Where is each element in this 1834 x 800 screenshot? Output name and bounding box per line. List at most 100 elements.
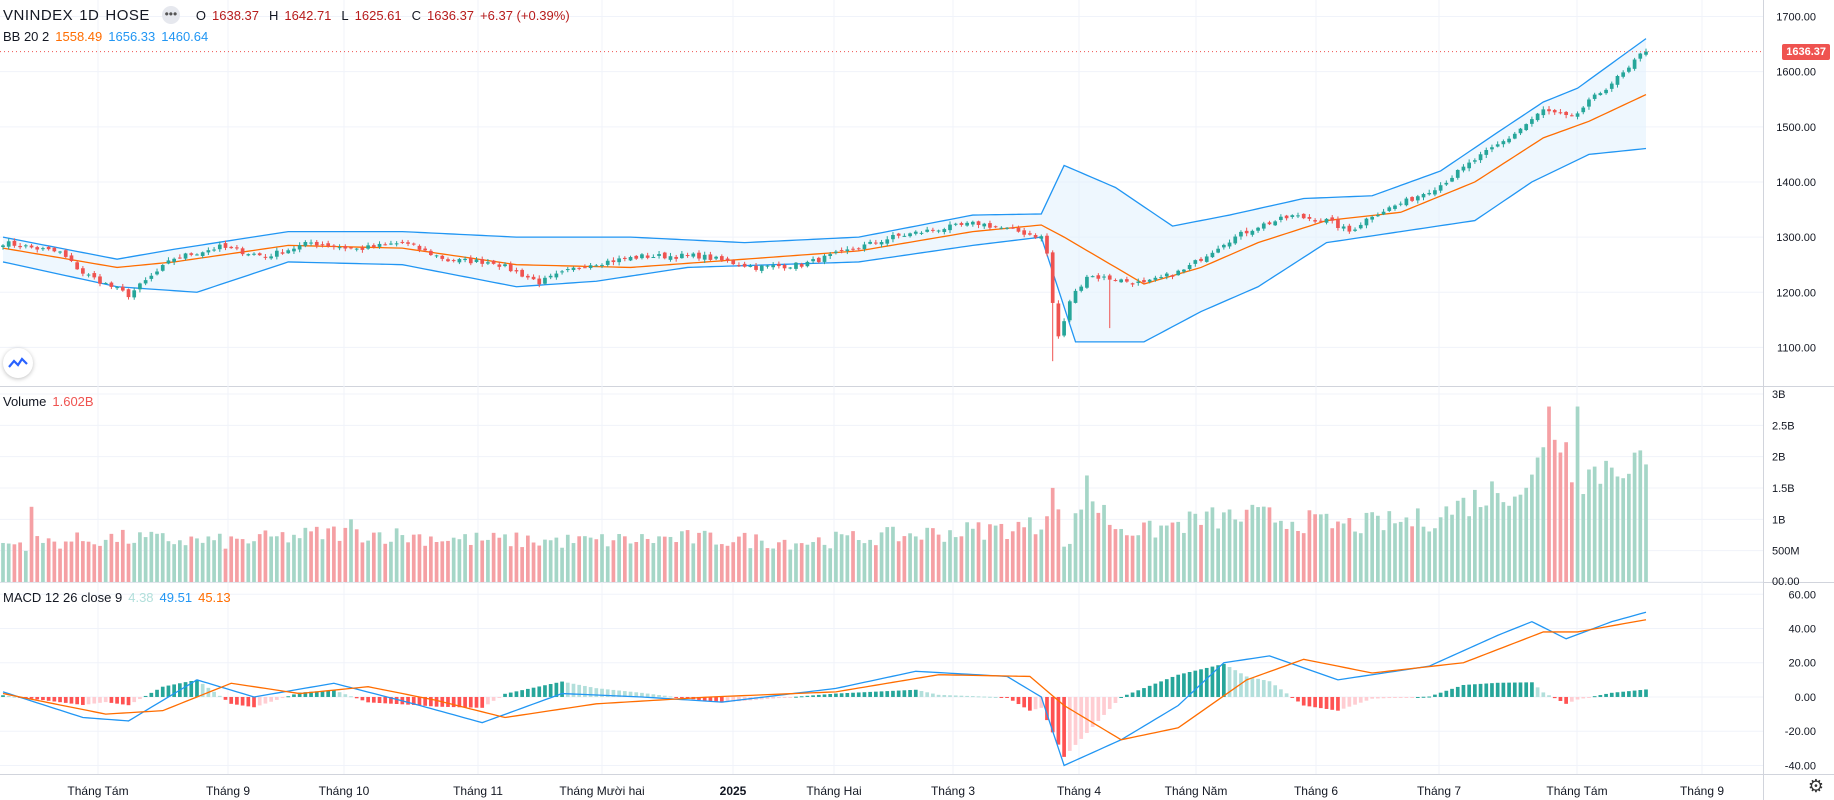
candle-body — [1358, 224, 1363, 229]
volume-bar — [1393, 523, 1397, 582]
macd-hist-bar — [1438, 692, 1443, 697]
candle-body — [1512, 133, 1517, 139]
macd-hist-bar — [1125, 694, 1129, 697]
candle-body — [63, 250, 68, 257]
price-tick-label: 1300.00 — [1776, 232, 1816, 244]
candle-body — [794, 262, 798, 269]
candle-body — [805, 261, 810, 267]
volume-bar — [440, 541, 445, 582]
candle-body — [959, 223, 964, 225]
volume-bar — [451, 537, 456, 582]
candle-body — [891, 234, 895, 240]
last-price-badge: 1636.37 — [1782, 43, 1830, 60]
gear-icon[interactable]: ⚙ — [1807, 776, 1824, 796]
volume-bar — [103, 539, 108, 582]
volume-bar — [1592, 466, 1597, 582]
candle-body — [873, 242, 878, 244]
candle-body — [788, 267, 793, 269]
candle-body — [263, 256, 268, 258]
volume-bar — [1267, 507, 1272, 582]
candle-body — [337, 247, 342, 249]
volume-bar — [577, 536, 582, 582]
macd-hist-bar — [1164, 679, 1169, 697]
volume-bar — [1039, 529, 1044, 582]
macd-hist-bar — [965, 695, 969, 697]
candle-body — [58, 251, 62, 253]
volume-legend[interactable]: Volume 1.602B — [3, 394, 94, 409]
volume-bar — [1261, 506, 1266, 582]
macd-hist-bar — [1575, 696, 1580, 700]
candle-body — [651, 256, 656, 258]
volume-bar — [303, 527, 308, 582]
volume-bar — [1609, 467, 1614, 582]
volume-bar — [1587, 469, 1591, 582]
macd-hist-bar — [993, 696, 998, 698]
candle-body — [1598, 93, 1603, 96]
volume-bar — [1239, 521, 1243, 582]
volume-bar — [292, 534, 296, 582]
volume-bar — [468, 544, 473, 582]
candle-body — [297, 245, 302, 250]
macd-hist-bar — [1159, 681, 1163, 697]
macd-hist-bar — [1045, 696, 1049, 721]
volume-bar — [594, 539, 599, 582]
volume-bar — [1125, 535, 1129, 582]
macd-hist-bar — [628, 691, 633, 697]
volume-bar — [474, 532, 479, 582]
macd-legend[interactable]: MACD 12 26 close 9 4.38 49.51 45.13 — [3, 590, 231, 605]
candle-body — [1609, 83, 1614, 89]
candle-body — [383, 244, 388, 246]
macd-hist-bar — [668, 696, 673, 698]
volume-bar — [423, 545, 428, 582]
candle-body — [23, 245, 28, 247]
candle-body — [1467, 162, 1471, 169]
macd-hist-bar — [514, 691, 519, 697]
volume-bar — [794, 543, 798, 582]
macd-hist-bar — [46, 696, 51, 701]
candle-body — [1307, 217, 1312, 219]
candle-body — [936, 230, 941, 232]
macd-hist-bar — [29, 696, 34, 699]
macd-hist-bar — [132, 696, 137, 703]
volume-bar — [1096, 512, 1101, 582]
candle-body — [75, 262, 80, 270]
volume-bar — [605, 546, 610, 582]
macd-hist-bar — [1239, 673, 1243, 697]
symbol-interval[interactable]: 1D — [79, 6, 100, 24]
macd-hist-bar — [1153, 683, 1158, 697]
candle-body — [685, 255, 690, 257]
volume-bar — [280, 532, 285, 582]
candle-body — [1370, 216, 1375, 220]
ellipsis-icon[interactable]: ••• — [161, 6, 180, 24]
candle-body — [223, 243, 228, 248]
candle-body — [965, 222, 969, 226]
volume-bar — [896, 541, 901, 582]
candle-body — [109, 282, 114, 287]
macd-hist-bar — [1558, 696, 1563, 701]
candle-body — [235, 247, 239, 249]
candle-body — [332, 245, 336, 247]
macd-hist-bar — [1410, 696, 1414, 698]
volume-bar — [1484, 505, 1489, 582]
candle-body — [178, 257, 182, 259]
tradingview-logo-icon[interactable] — [3, 348, 33, 378]
volume-bar — [297, 538, 302, 582]
volume-bar — [742, 532, 747, 582]
macd-hist-bar — [1358, 696, 1363, 703]
volume-bar — [480, 540, 485, 582]
candle-body — [1033, 235, 1038, 238]
macd-hist-value: 4.38 — [128, 590, 154, 605]
candle-body — [816, 257, 821, 263]
candle-body — [628, 257, 633, 261]
volume-bar — [1016, 521, 1021, 582]
candle-body — [1273, 221, 1278, 226]
bb-legend[interactable]: BB 20 2 1558.49 1656.33 1460.64 — [3, 29, 208, 44]
volume-bar — [628, 543, 633, 582]
ohlc-open: 1638.37 — [212, 7, 260, 23]
macd-hist-bar — [548, 684, 553, 697]
macd-hist-bar — [52, 696, 57, 702]
volume-bar — [86, 541, 91, 582]
volume-bar — [993, 525, 998, 582]
volume-bar — [657, 536, 661, 582]
